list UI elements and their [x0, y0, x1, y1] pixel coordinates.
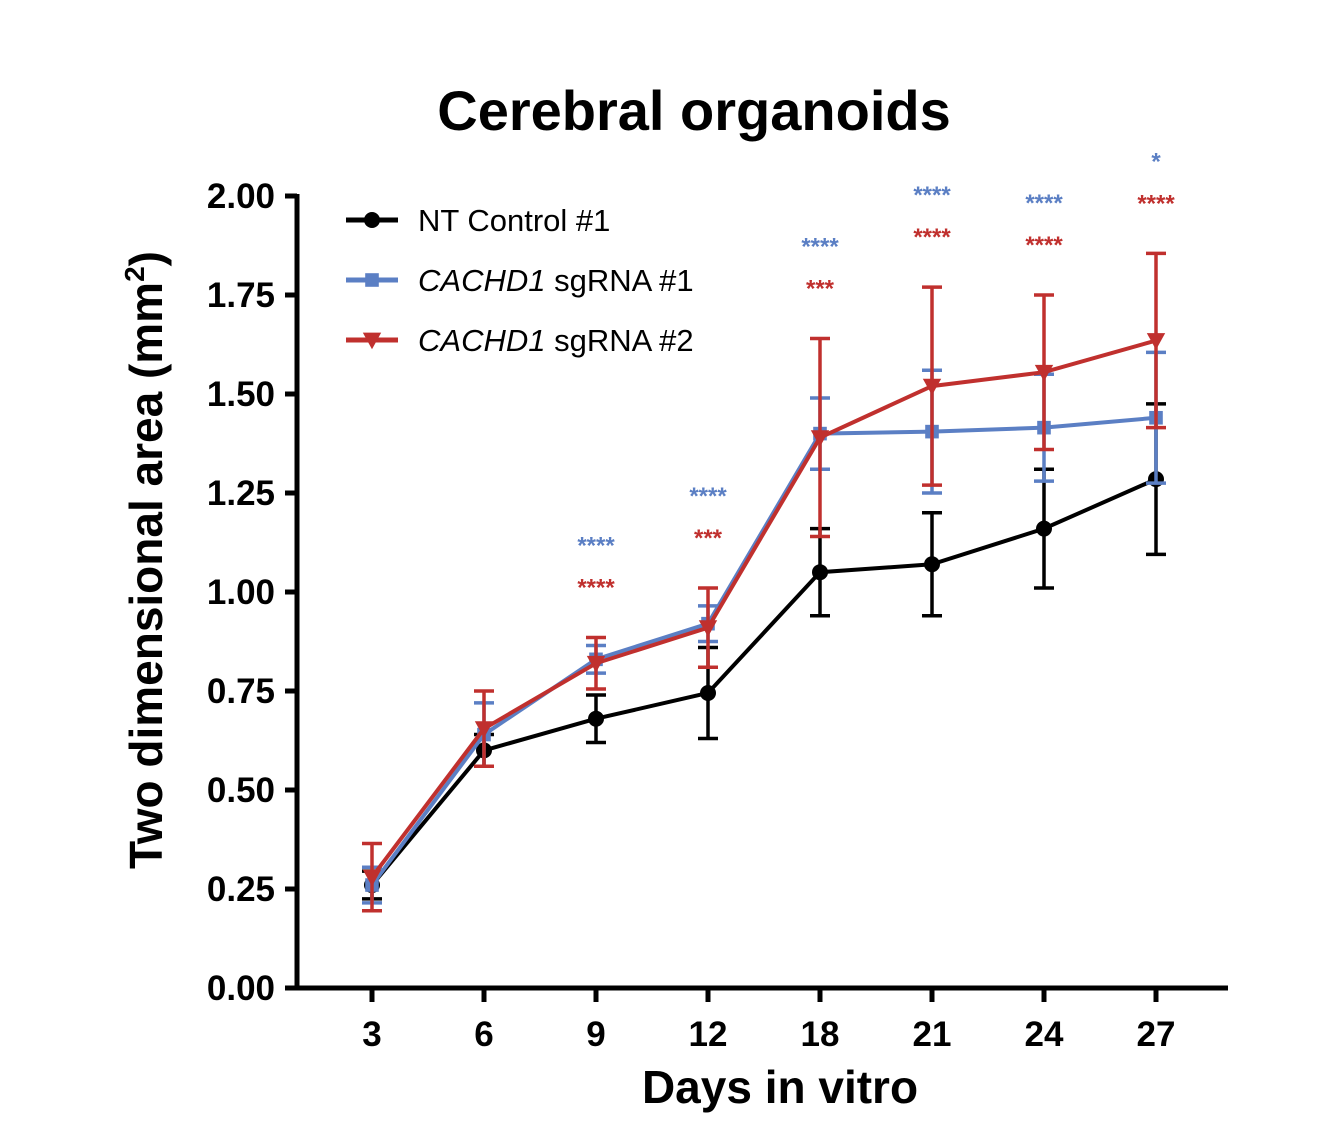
data-point: [700, 684, 716, 701]
y-tick-label: 0.75: [207, 672, 275, 711]
axes: [294, 194, 1228, 991]
data-point: [1034, 364, 1054, 382]
x-axis-label: Days in vitro: [642, 1061, 918, 1113]
series-cachd1-sgrna-2: [362, 251, 1166, 913]
data-point: [588, 710, 604, 727]
legend: NT Control #1 CACHD1 sgRNA #1 CACHD1 sgRNA…: [346, 203, 694, 358]
significance-sgrna2: ***: [694, 525, 723, 552]
y-tick-label: 2.00: [207, 177, 275, 216]
y-axis-ticks: 0.00 0.25 0.50 0.75 1.00 1.25 1.50 1.75 2.00: [207, 177, 297, 1008]
x-axis-ticks: 3 6 9 12 18 21 24 27: [362, 988, 1175, 1054]
data-point: [364, 212, 380, 228]
legend-label: CACHD1 sgRNA #1: [418, 263, 694, 298]
data-point: [1146, 333, 1166, 350]
legend-label: NT Control #1: [418, 203, 610, 238]
data-point: [698, 620, 718, 637]
significance-sgrna1: *: [1151, 148, 1161, 175]
significance-sgrna2: ***: [806, 276, 835, 303]
y-tick-label: 0.00: [207, 969, 275, 1008]
series-line: [370, 415, 1157, 887]
data-point: [810, 430, 830, 447]
y-tick-label: 1.75: [207, 276, 275, 315]
y-tick-label: 1.50: [207, 375, 275, 414]
significance-sgrna1: ****: [801, 234, 839, 261]
data-point: [1036, 520, 1052, 537]
data-point: [362, 332, 382, 350]
y-tick-label: 0.50: [207, 771, 275, 810]
x-tick-label: 9: [586, 1015, 605, 1054]
x-tick-label: 12: [689, 1015, 728, 1054]
legend-item: CACHD1 sgRNA #1: [346, 263, 694, 298]
legend-item: NT Control #1: [346, 203, 610, 238]
significance-sgrna1: ****: [689, 483, 727, 510]
y-axis-label: Two dimensional area (mm2): [119, 251, 172, 869]
significance-sgrna2: ****: [1137, 190, 1175, 217]
significance-layer: ****************************************…: [577, 148, 1175, 601]
series-line: [370, 338, 1157, 879]
data-point: [924, 556, 940, 573]
x-tick-label: 18: [801, 1015, 840, 1054]
chart-title: Cerebral organoids: [437, 79, 950, 142]
y-tick-label: 1.00: [207, 573, 275, 612]
data-point: [922, 378, 942, 396]
significance-sgrna2: ****: [1025, 232, 1063, 259]
legend-item: CACHD1 sgRNA #2: [346, 323, 694, 358]
legend-label: CACHD1 sgRNA #2: [418, 323, 694, 358]
data-point: [365, 273, 379, 287]
x-tick-label: 24: [1025, 1015, 1064, 1054]
x-tick-label: 6: [474, 1015, 493, 1054]
data-point: [362, 869, 382, 887]
significance-sgrna1: ****: [913, 182, 951, 209]
data-point: [812, 564, 828, 581]
data-point: [586, 655, 606, 673]
significance-sgrna1: ****: [577, 533, 615, 560]
y-tick-label: 0.25: [207, 870, 275, 909]
x-tick-label: 21: [913, 1015, 952, 1054]
data-point: [474, 721, 494, 738]
significance-sgrna2: ****: [913, 224, 951, 251]
significance-sgrna2: ****: [577, 575, 615, 602]
y-tick-label: 1.25: [207, 474, 275, 513]
series-layer: [362, 251, 1166, 913]
x-tick-label: 27: [1137, 1015, 1176, 1054]
series-line: [370, 477, 1157, 887]
significance-sgrna1: ****: [1025, 190, 1063, 217]
x-tick-label: 3: [362, 1015, 381, 1054]
